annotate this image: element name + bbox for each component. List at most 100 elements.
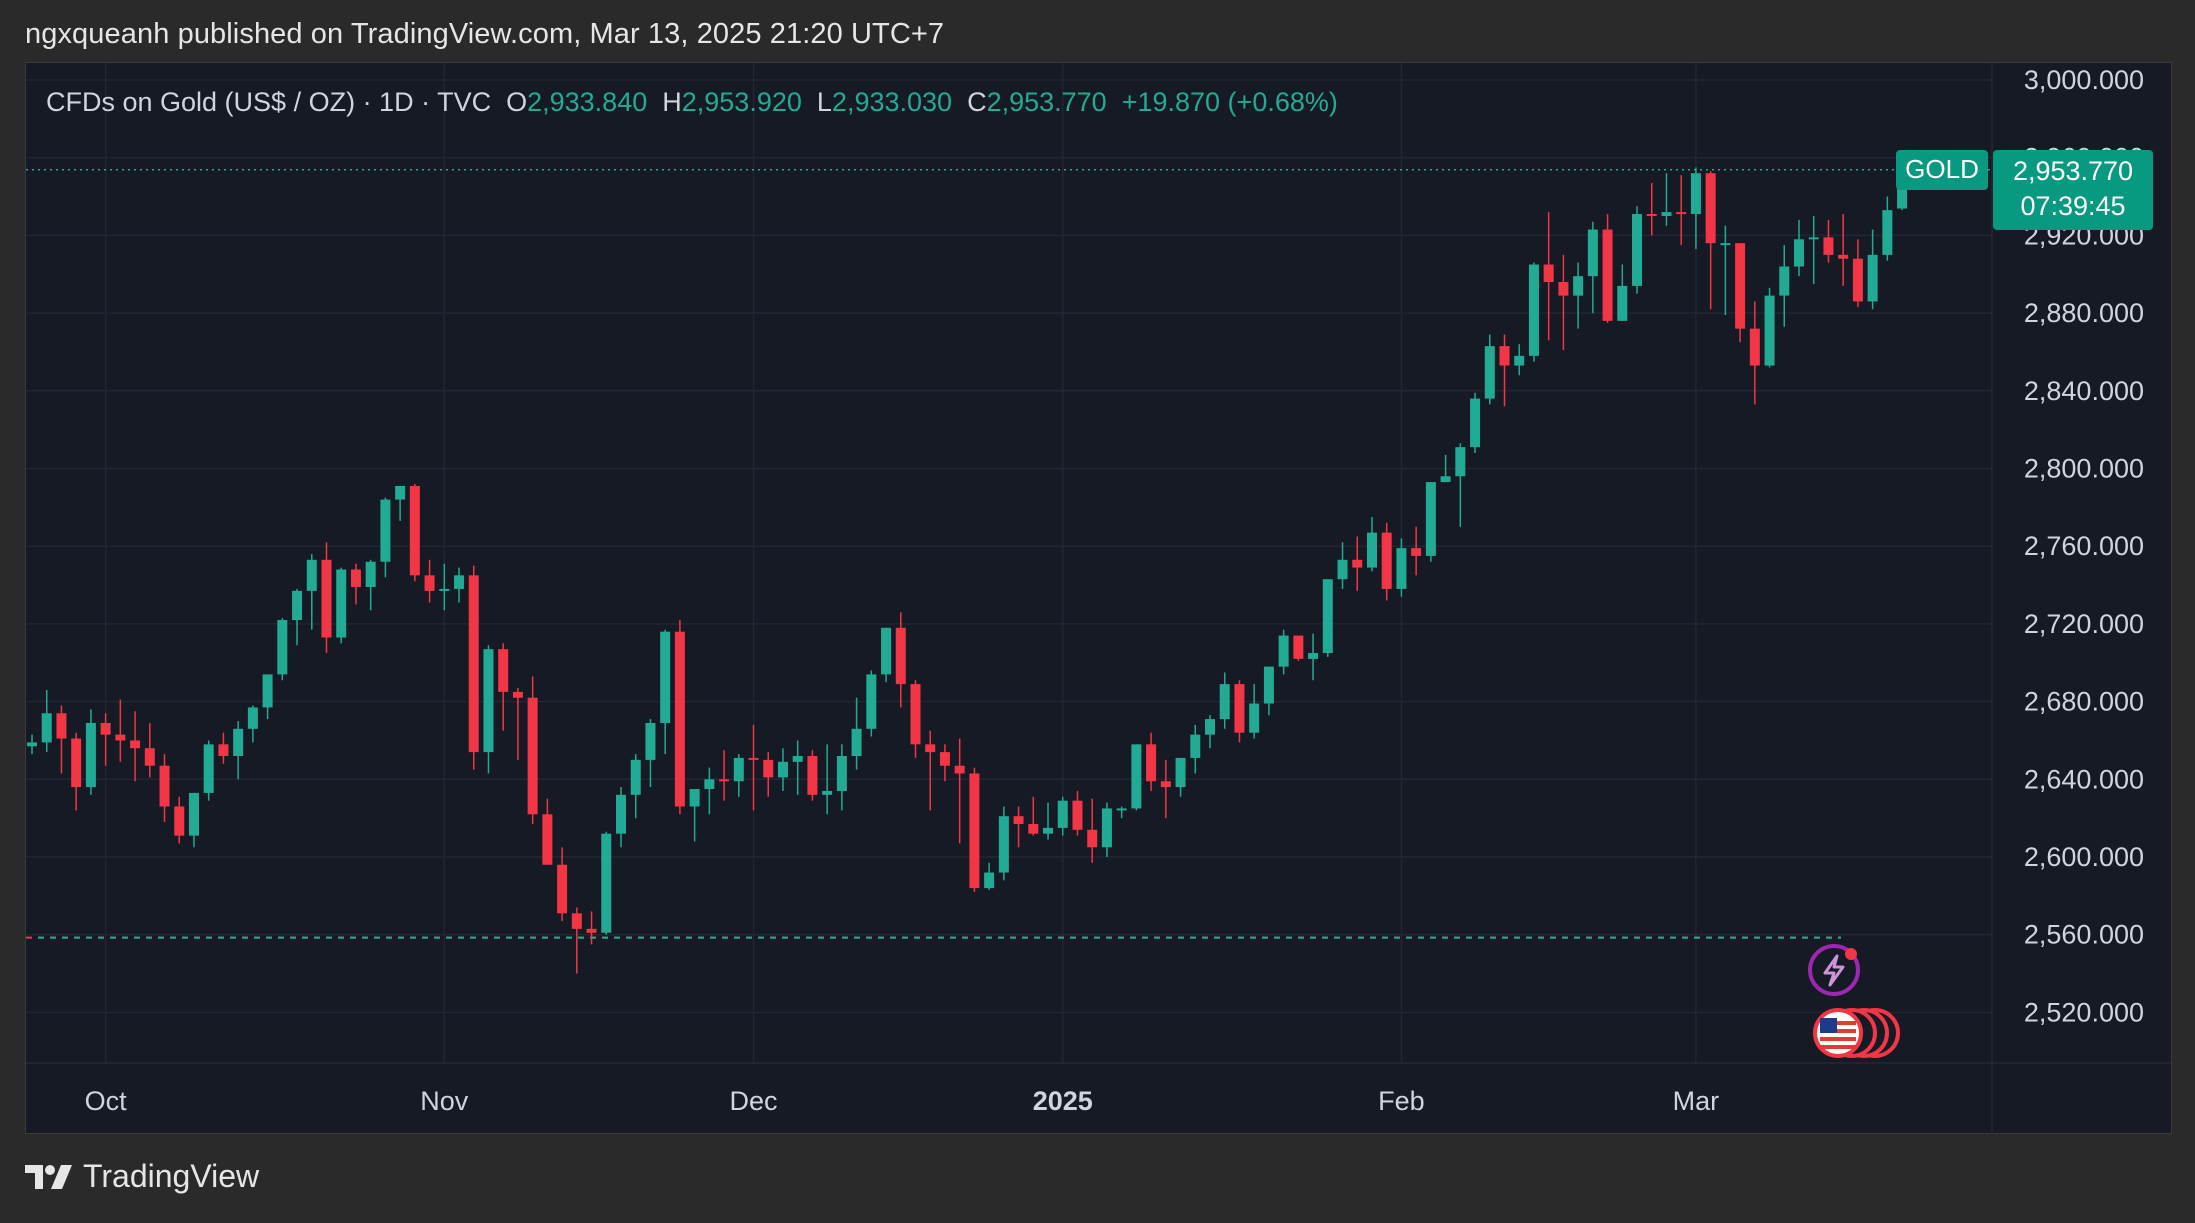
candle [1278,629,1289,675]
candle [777,748,788,791]
candle [115,699,126,762]
candle [292,588,303,646]
publish-line: ngxqueanh published on TradingView.com, … [25,18,945,50]
candle-body [1308,653,1319,659]
candle [1499,334,1510,407]
tradingview-logo[interactable]: TradingView [25,1158,259,1195]
candle-body [939,752,950,766]
candles [27,167,1908,974]
candle-body [1043,827,1054,834]
candle [1013,806,1024,848]
candle [56,705,67,774]
candle [527,676,538,824]
candle [1470,392,1481,453]
symbol-legend[interactable]: CFDs on Gold (US$ / OZ) · 1D · TVC O2,93… [46,87,1338,118]
candle-body [468,575,479,753]
candle [1057,796,1068,836]
y-tick-label: 2,600.000 [2024,842,2144,872]
candle-body [247,707,258,729]
y-tick-label: 2,640.000 [2024,764,2144,794]
candle-body [1411,548,1422,556]
candle-body [689,789,700,807]
candle-body [1249,703,1260,733]
candle [1646,182,1657,236]
candle-body [1587,229,1598,277]
candle-body [1293,635,1304,659]
legend-close-label: C [967,87,987,117]
candle-body [1720,243,1731,246]
candle-body [733,757,744,782]
symbol-tag-bg [1896,150,1988,190]
candle [1852,239,1863,308]
price-tag-bg [1993,150,2153,230]
candle [1484,334,1495,405]
candle-body [1263,666,1274,704]
candle [1514,344,1525,376]
candle-body [1676,212,1687,215]
candle [85,709,96,795]
candle [1043,802,1054,840]
candle-body [630,759,641,795]
candle-body [1808,237,1819,240]
candle [1764,287,1775,368]
candle-body [203,744,214,793]
candle-body [1396,548,1407,589]
x-tick-label: Dec [730,1086,778,1116]
candle-body [1146,744,1157,782]
candle [1411,526,1422,576]
candle-body [1646,214,1657,217]
candle-body [601,833,612,933]
candle-body [1455,447,1466,477]
candle-body [1440,476,1451,483]
candle [1263,666,1274,716]
candle [601,831,612,935]
candle [188,792,199,848]
candle [1617,264,1628,321]
candle-body [763,759,774,778]
candle-body [616,794,626,834]
y-tick-label: 3,000.000 [2024,65,2144,95]
y-tick-label: 2,840.000 [2024,376,2144,406]
candle [1543,212,1554,341]
level-lines [26,169,1993,939]
candle [1322,579,1333,657]
price-chart[interactable]: 3,000.0002,960.0002,920.0002,880.0002,84… [26,63,2172,1134]
candle-body [1190,734,1201,758]
candle-body [1558,282,1569,296]
candle-body [292,590,303,621]
lightning-icon[interactable] [1808,944,1860,996]
candle [1308,633,1319,681]
candle [1602,214,1613,323]
legend-high-value: 2,953.920 [681,87,802,117]
symbol-tag-label: GOLD [1905,154,1979,184]
candle [1573,262,1584,329]
candle-body [454,575,465,589]
chart-pane[interactable]: 3,000.0002,960.0002,920.0002,880.0002,84… [25,62,2172,1134]
candle [1749,301,1760,405]
candle [1838,214,1849,286]
candle-body [1072,800,1083,830]
candle [733,754,744,797]
candle-body [56,713,67,739]
candle [409,484,420,582]
candle-body [1632,214,1643,286]
candle-body [1057,800,1068,828]
candle-body [1838,254,1849,259]
price-tag: GOLD 2,953.770 07:39:45 [1896,150,2153,230]
candle [159,754,170,823]
candle-body [851,728,862,756]
time-axis[interactable]: Oct Nov Dec 2025 Feb Mar [85,1086,1720,1116]
candle [763,752,774,797]
us-flag-icon[interactable] [1813,1008,1863,1058]
candle [1794,219,1804,277]
candle-body [483,649,494,753]
candle-body [100,722,111,735]
candle-body [233,728,244,756]
price-tag-countdown: 07:39:45 [2020,191,2125,221]
x-tick-label: Oct [85,1086,128,1116]
candle [1381,522,1392,601]
economic-events[interactable] [1813,1008,1900,1058]
candle [1632,206,1643,294]
candle [719,750,730,801]
candle [483,645,494,774]
